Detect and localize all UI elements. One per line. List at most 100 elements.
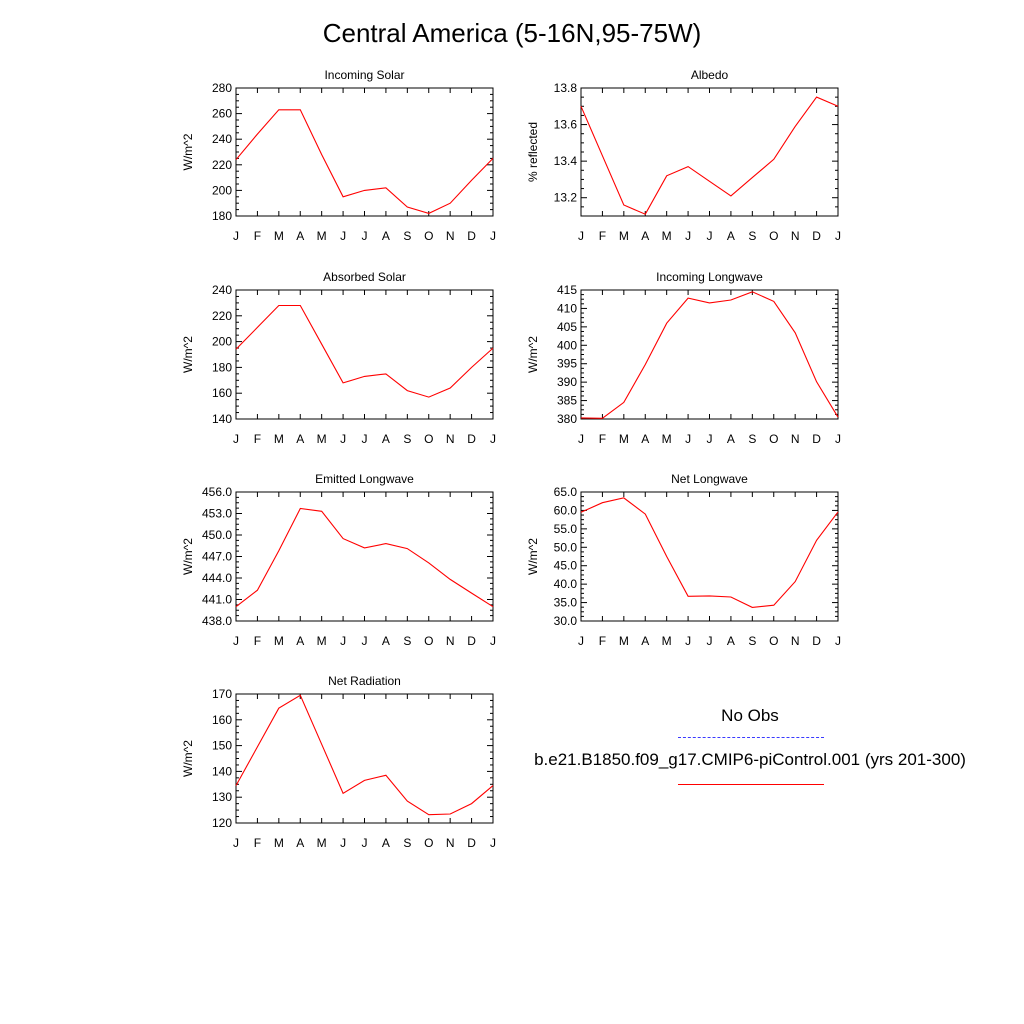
x-tick-label: F bbox=[254, 634, 261, 648]
x-tick-label: J bbox=[835, 229, 841, 243]
x-tick-label: M bbox=[317, 432, 327, 446]
x-tick-label: A bbox=[727, 432, 735, 446]
x-tick-label: F bbox=[599, 432, 606, 446]
x-tick-label: O bbox=[424, 229, 433, 243]
x-tick-label: J bbox=[233, 432, 239, 446]
y-tick-label: 170 bbox=[212, 687, 232, 701]
y-tick-label: 13.2 bbox=[554, 191, 578, 205]
x-tick-label: J bbox=[233, 634, 239, 648]
series-line-1 bbox=[580, 96, 839, 215]
x-tick-label: J bbox=[835, 634, 841, 648]
x-tick-label: M bbox=[619, 432, 629, 446]
plot-frame bbox=[235, 491, 494, 622]
x-tick-label: O bbox=[769, 229, 778, 243]
x-tick-label: J bbox=[340, 634, 346, 648]
x-tick-label: D bbox=[812, 432, 821, 446]
x-tick-label: D bbox=[812, 229, 821, 243]
y-tick-label: 220 bbox=[212, 309, 232, 323]
x-tick-label: J bbox=[707, 634, 713, 648]
x-tick-label: O bbox=[424, 836, 433, 850]
y-axis-label: W/m^2 bbox=[526, 538, 540, 575]
panel-title: Absorbed Solar bbox=[323, 270, 406, 284]
x-tick-label: F bbox=[599, 634, 606, 648]
x-tick-label: J bbox=[578, 432, 584, 446]
x-tick-label: F bbox=[254, 836, 261, 850]
y-tick-label: 120 bbox=[212, 816, 232, 830]
plot-frame bbox=[580, 87, 839, 217]
x-tick-label: J bbox=[685, 634, 691, 648]
x-tick-label: J bbox=[490, 229, 496, 243]
y-tick-label: 40.0 bbox=[554, 577, 578, 591]
panel-title: Net Longwave bbox=[671, 472, 748, 486]
panel-title: Emitted Longwave bbox=[315, 472, 414, 486]
y-tick-label: 385 bbox=[557, 394, 577, 408]
x-tick-label: J bbox=[340, 432, 346, 446]
x-tick-label: M bbox=[317, 229, 327, 243]
x-tick-label: M bbox=[662, 634, 672, 648]
x-tick-label: A bbox=[382, 229, 390, 243]
x-tick-label: N bbox=[791, 634, 800, 648]
y-tick-label: 395 bbox=[557, 357, 577, 371]
y-tick-label: 410 bbox=[557, 301, 577, 315]
x-tick-label: M bbox=[619, 229, 629, 243]
y-tick-label: 441.0 bbox=[202, 593, 232, 607]
x-tick-label: J bbox=[340, 229, 346, 243]
plot-frame bbox=[235, 87, 494, 217]
x-tick-label: M bbox=[662, 229, 672, 243]
x-tick-label: M bbox=[662, 432, 672, 446]
y-tick-label: 200 bbox=[212, 335, 232, 349]
x-tick-label: J bbox=[707, 229, 713, 243]
x-tick-label: O bbox=[769, 634, 778, 648]
x-tick-label: J bbox=[578, 229, 584, 243]
y-tick-label: 400 bbox=[557, 338, 577, 352]
series-line-1 bbox=[235, 304, 494, 398]
x-tick-label: J bbox=[490, 634, 496, 648]
y-tick-label: 390 bbox=[557, 375, 577, 389]
x-tick-label: J bbox=[362, 229, 368, 243]
y-tick-label: 45.0 bbox=[554, 559, 578, 573]
x-tick-label: J bbox=[233, 836, 239, 850]
x-tick-label: J bbox=[362, 634, 368, 648]
x-tick-label: F bbox=[599, 229, 606, 243]
y-tick-label: 35.0 bbox=[554, 596, 578, 610]
x-tick-label: J bbox=[578, 634, 584, 648]
y-tick-label: 13.6 bbox=[554, 118, 578, 132]
x-tick-label: J bbox=[685, 432, 691, 446]
series-line-1 bbox=[235, 694, 494, 816]
y-tick-label: 60.0 bbox=[554, 503, 578, 517]
y-axis-label: W/m^2 bbox=[526, 336, 540, 373]
series-line-1 bbox=[235, 507, 494, 608]
x-tick-label: N bbox=[791, 229, 800, 243]
y-tick-label: 150 bbox=[212, 739, 232, 753]
y-axis-label: W/m^2 bbox=[181, 740, 195, 777]
y-tick-label: 456.0 bbox=[202, 485, 232, 499]
x-tick-label: A bbox=[727, 634, 735, 648]
y-tick-label: 140 bbox=[212, 412, 232, 426]
y-tick-label: 438.0 bbox=[202, 614, 232, 628]
x-tick-label: D bbox=[812, 634, 821, 648]
y-tick-label: 447.0 bbox=[202, 550, 232, 564]
panel-title: Incoming Solar bbox=[324, 68, 404, 82]
x-tick-label: A bbox=[296, 836, 304, 850]
x-tick-label: O bbox=[424, 432, 433, 446]
x-tick-label: S bbox=[748, 229, 756, 243]
x-tick-label: M bbox=[619, 634, 629, 648]
panel-title: Albedo bbox=[691, 68, 729, 82]
page-title: Central America (5-16N,95-75W) bbox=[322, 18, 702, 48]
x-tick-label: J bbox=[490, 432, 496, 446]
panel-title: Net Radiation bbox=[328, 674, 401, 688]
y-axis-label: W/m^2 bbox=[181, 336, 195, 373]
y-tick-label: 220 bbox=[212, 158, 232, 172]
y-tick-label: 405 bbox=[557, 320, 577, 334]
x-tick-label: M bbox=[274, 229, 284, 243]
series-line-1 bbox=[580, 497, 839, 608]
x-tick-label: A bbox=[641, 229, 649, 243]
y-tick-label: 140 bbox=[212, 764, 232, 778]
y-tick-label: 180 bbox=[212, 209, 232, 223]
panel-title: Incoming Longwave bbox=[656, 270, 763, 284]
x-tick-label: J bbox=[707, 432, 713, 446]
y-tick-label: 415 bbox=[557, 283, 577, 297]
